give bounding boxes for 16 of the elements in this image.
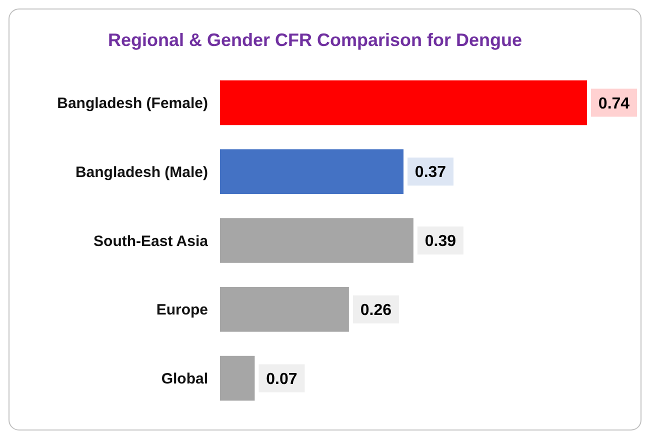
y-tick-label: Bangladesh (Female) [57, 94, 208, 112]
bar [220, 149, 404, 194]
y-tick-label: Global [161, 370, 208, 388]
y-tick-label: Bangladesh (Male) [75, 164, 208, 181]
data-label: 0.39 [424, 233, 456, 250]
data-label: 0.26 [360, 302, 392, 319]
y-tick-label: Europe [156, 302, 208, 319]
bar [220, 356, 255, 401]
bar [220, 80, 587, 126]
data-label: 0.74 [598, 95, 630, 112]
data-label: 0.07 [266, 370, 298, 388]
y-tick-label: South-East Asia [94, 232, 209, 250]
bar [220, 287, 349, 332]
bar [220, 218, 414, 263]
data-label: 0.37 [414, 164, 446, 182]
chart-title: Regional & Gender CFR Comparison for Dengue [108, 30, 522, 50]
